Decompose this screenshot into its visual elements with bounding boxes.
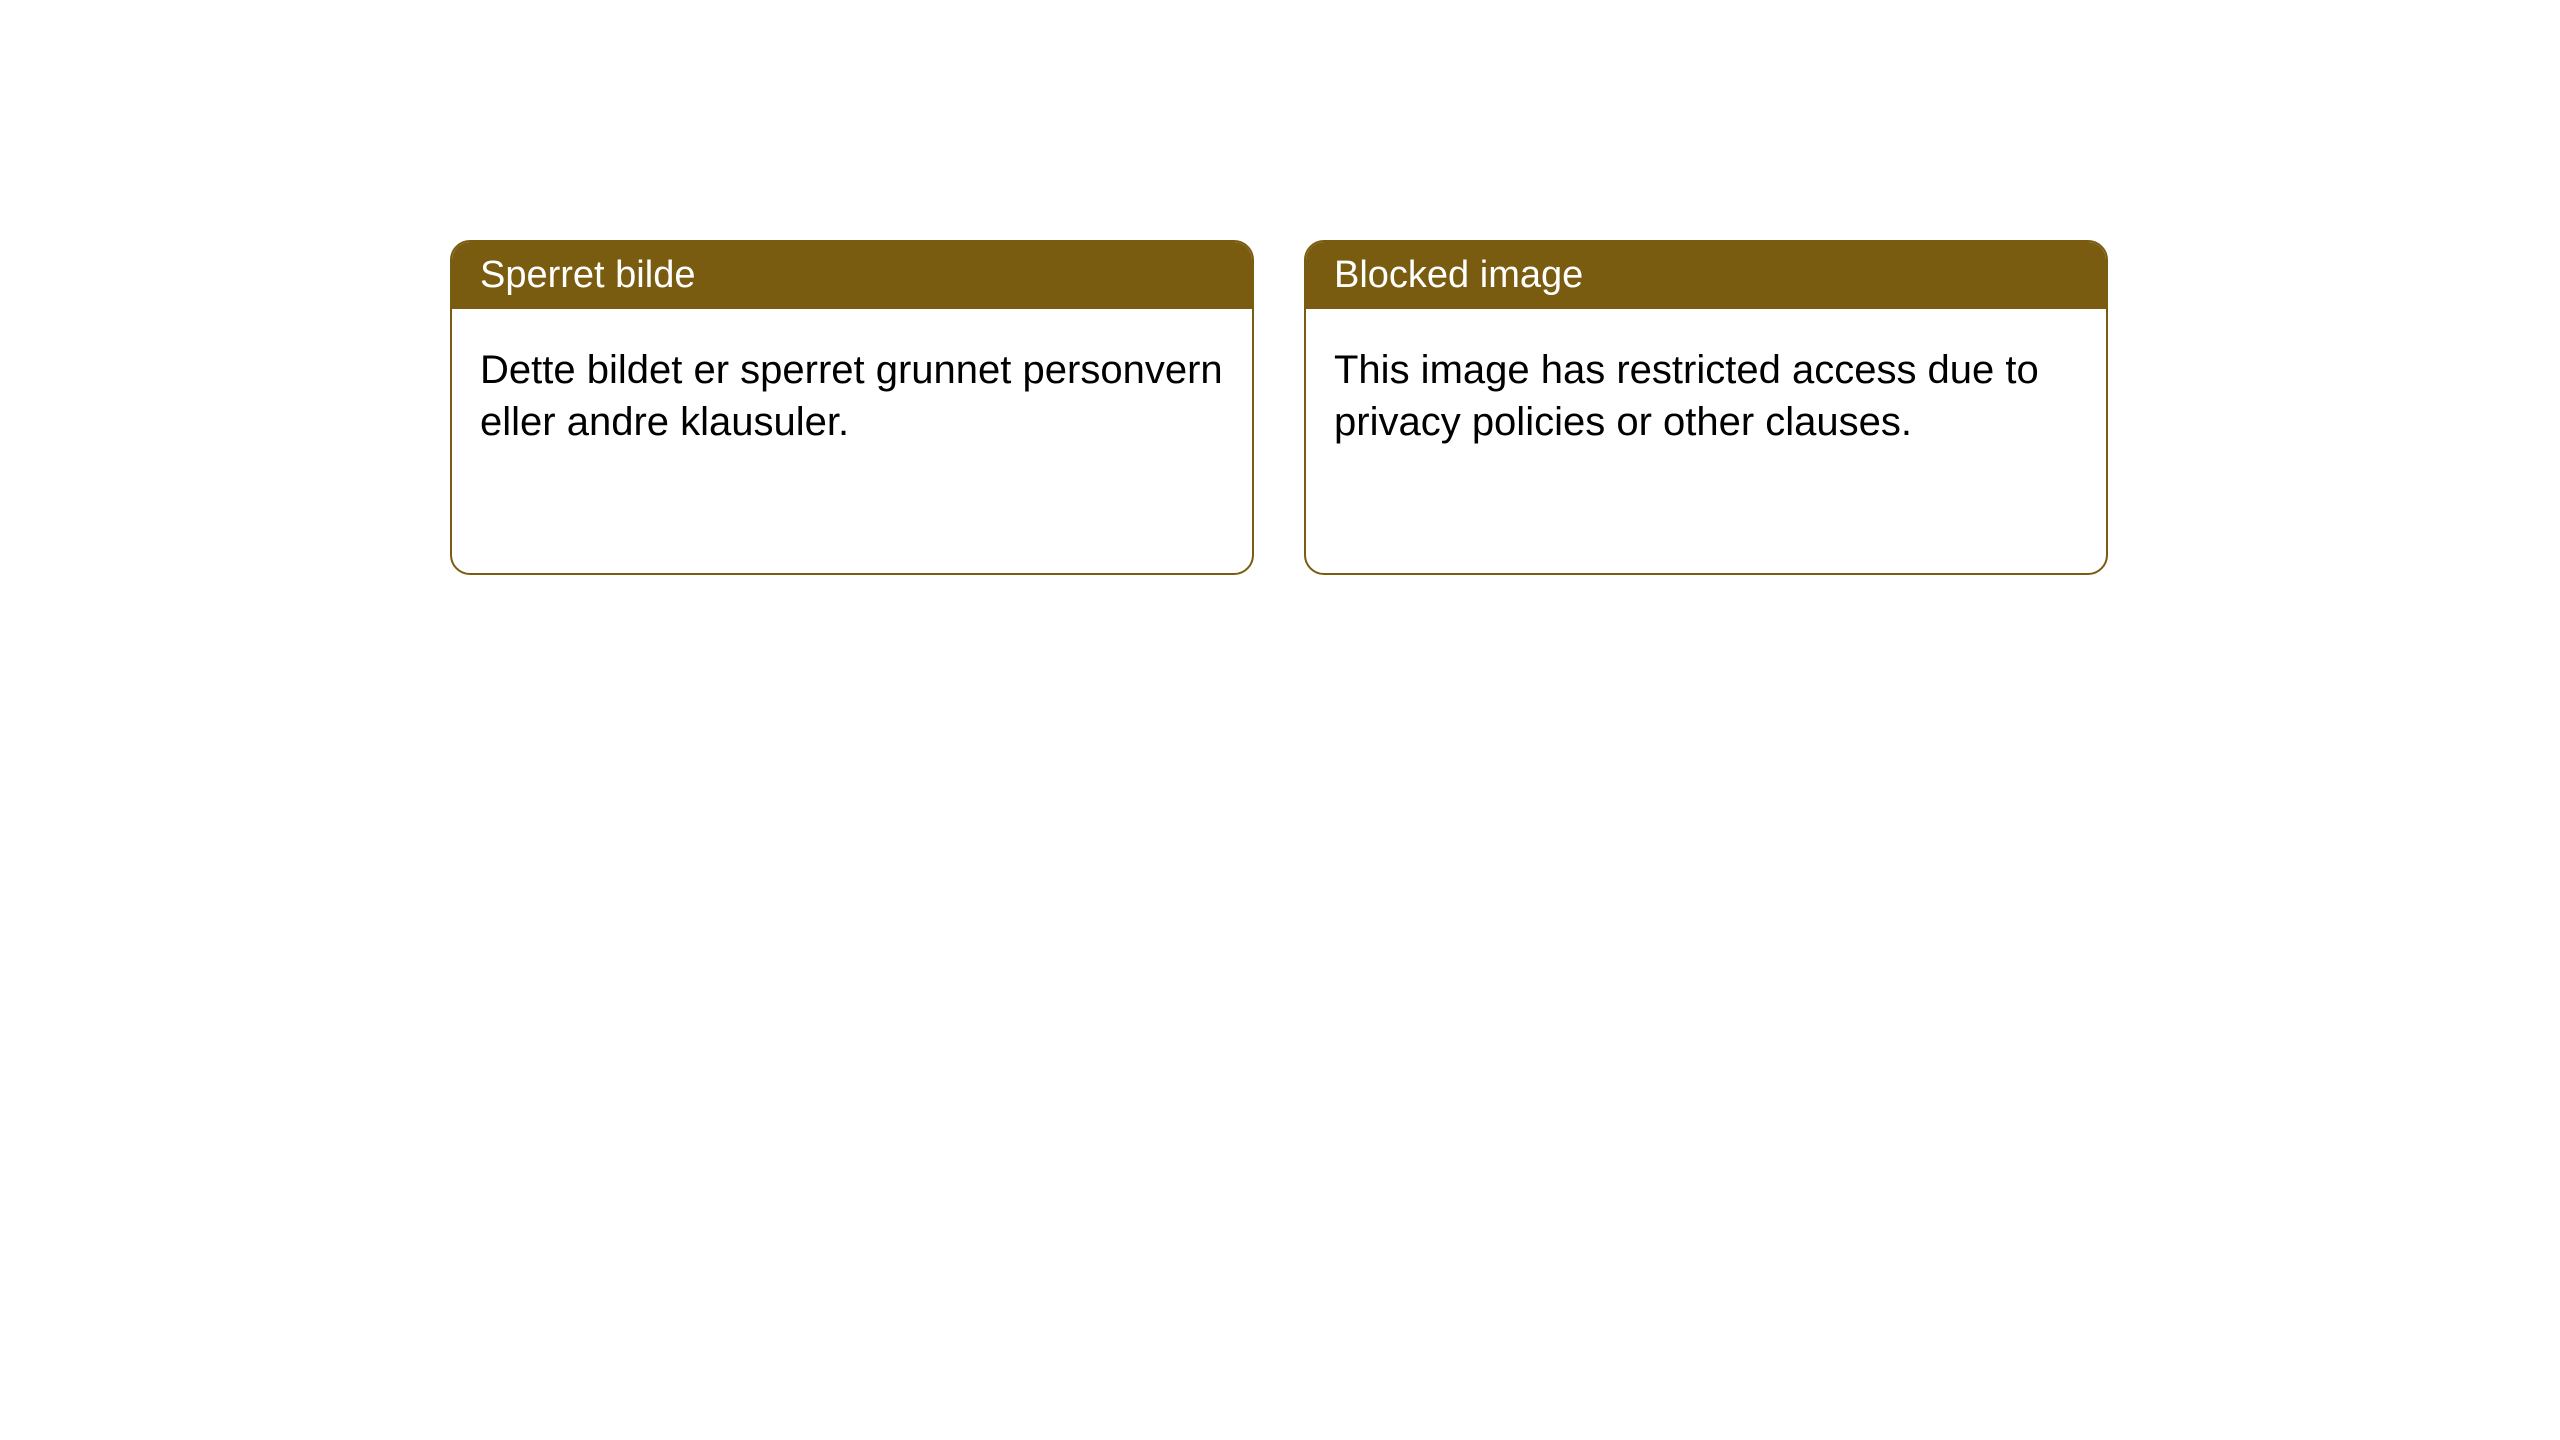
cards-container: Sperret bilde Dette bildet er sperret gr…	[0, 0, 2560, 575]
card-message: Dette bildet er sperret grunnet personve…	[480, 348, 1223, 444]
card-header: Blocked image	[1306, 242, 2106, 309]
card-header: Sperret bilde	[452, 242, 1252, 309]
card-title: Blocked image	[1334, 254, 1583, 296]
card-message: This image has restricted access due to …	[1334, 348, 2039, 444]
blocked-image-card-norwegian: Sperret bilde Dette bildet er sperret gr…	[450, 240, 1254, 575]
blocked-image-card-english: Blocked image This image has restricted …	[1304, 240, 2108, 575]
card-body: Dette bildet er sperret grunnet personve…	[452, 309, 1252, 483]
card-title: Sperret bilde	[480, 254, 695, 296]
card-body: This image has restricted access due to …	[1306, 309, 2106, 483]
